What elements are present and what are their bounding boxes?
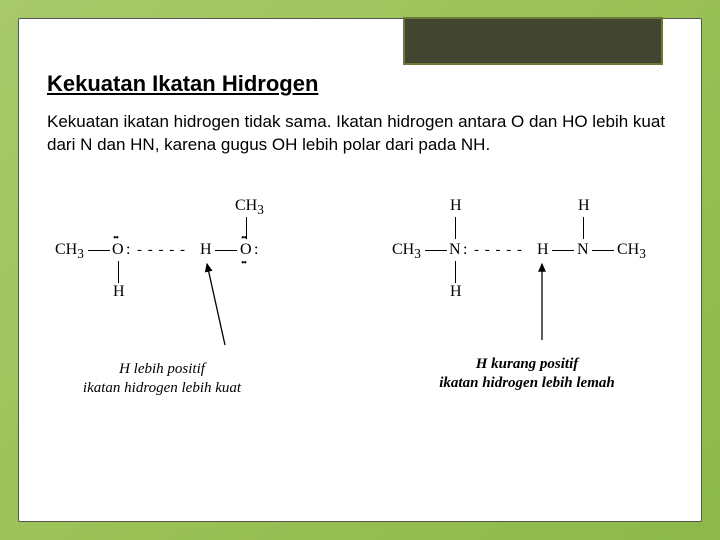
bond xyxy=(592,250,614,251)
caption-left: H lebih positif ikatan hidrogen lebih ku… xyxy=(42,360,282,398)
bond xyxy=(246,217,247,239)
slide-title: Kekuatan Ikatan Hidrogen xyxy=(47,71,673,97)
atom-h: H xyxy=(113,283,125,301)
bond xyxy=(552,250,574,251)
atom-h: H xyxy=(450,197,462,215)
ch3-sub: 3 xyxy=(414,246,421,261)
atom-o: O xyxy=(240,241,252,259)
lone-pair-colon: : xyxy=(126,241,130,259)
bond xyxy=(118,261,119,283)
molecule-right: CH3 N : H H - - - - - H N xyxy=(392,205,712,355)
caption-line: ikatan hidrogen lebih lemah xyxy=(439,375,614,391)
lone-pair: •• xyxy=(241,258,246,269)
atom-h: H xyxy=(200,241,212,259)
bond xyxy=(455,217,456,239)
slide-body: Kekuatan ikatan hidrogen tidak sama. Ika… xyxy=(47,111,673,157)
atom-n: N xyxy=(449,241,461,259)
atom-h: H xyxy=(450,283,462,301)
caption-right: H kurang positif ikatan hidrogen lebih l… xyxy=(397,355,657,393)
corner-decoration xyxy=(403,17,663,65)
molecule-left: CH3 •• O : H - - - - - H •• O : •• xyxy=(55,205,355,355)
hydrogen-bond-dashes: - - - - - xyxy=(137,242,186,259)
bond xyxy=(215,250,237,251)
ch3-text: CH xyxy=(55,241,77,258)
atom-h: H xyxy=(537,241,549,259)
hydrogen-bond-dashes: - - - - - xyxy=(474,242,523,259)
atom-ch3: CH3 xyxy=(235,197,264,218)
ch3-sub: 3 xyxy=(639,246,646,261)
ch3-text: CH xyxy=(392,241,414,258)
lone-pair-colon: : xyxy=(463,241,467,259)
atom-h: H xyxy=(578,197,590,215)
diagram-area: CH3 •• O : H - - - - - H •• O : •• xyxy=(47,185,673,445)
lone-pair-colon: : xyxy=(254,241,258,259)
bond xyxy=(425,250,447,251)
bond xyxy=(583,217,584,239)
bond xyxy=(88,250,110,251)
atom-ch3: CH3 xyxy=(617,241,646,262)
slide-card: Kekuatan Ikatan Hidrogen Kekuatan ikatan… xyxy=(18,18,702,522)
ch3-text: CH xyxy=(235,197,257,214)
ch3-sub: 3 xyxy=(257,202,264,217)
atom-o: O xyxy=(112,241,124,259)
arrow-icon xyxy=(165,260,235,350)
caption-line: ikatan hidrogen lebih kuat xyxy=(83,380,241,396)
atom-n: N xyxy=(577,241,589,259)
bond xyxy=(455,261,456,283)
ch3-sub: 3 xyxy=(77,246,84,261)
slide-content: Kekuatan Ikatan Hidrogen Kekuatan ikatan… xyxy=(19,19,701,465)
caption-line: H lebih positif xyxy=(119,361,205,377)
atom-ch3: CH3 xyxy=(392,241,421,262)
atom-ch3: CH3 xyxy=(55,241,84,262)
ch3-text: CH xyxy=(617,241,639,258)
caption-line: H kurang positif xyxy=(476,356,579,372)
arrow-icon xyxy=(522,260,562,345)
